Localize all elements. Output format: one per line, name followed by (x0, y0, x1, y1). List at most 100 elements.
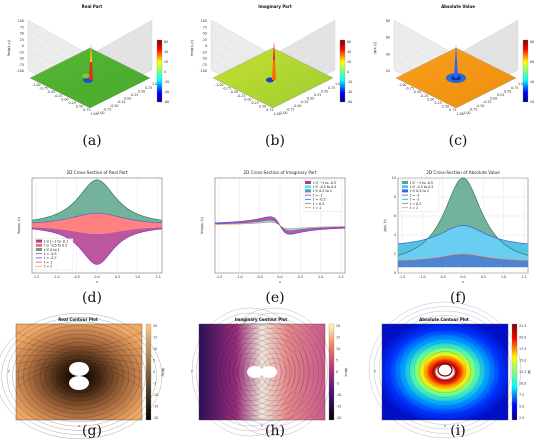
x-tick-label: -0.75 (39, 87, 48, 91)
legend-entry: t = -0.5 (313, 198, 326, 202)
contour-line (368, 301, 522, 439)
x-tick-label: -0.75 (222, 87, 231, 91)
z-tick-label: 50 (20, 32, 24, 36)
contour-panel: Real Contour Plot x y 20 15 10 5 0 -5 -10 -15 -20 Re… (0, 313, 165, 439)
chart-title: Real Part (82, 4, 103, 9)
surface-ridge (82, 73, 90, 79)
x-tick-label: -0.25 (54, 94, 63, 98)
x-tick-label: 1.5 (338, 275, 343, 279)
contour-panel: Absolute Contour Plot x y 22.5 20.0 17.5 15.0 1… (368, 301, 531, 439)
y-axis-label: y (8, 369, 10, 373)
x-tick-label: 0.50 (259, 105, 266, 109)
y-tick-label: -0.25 (300, 100, 309, 104)
series-line (214, 221, 346, 230)
series-line (31, 179, 163, 221)
x-tick-label: -1.00 (398, 83, 407, 87)
colorbar-tick-label: -60 (164, 100, 169, 104)
x-tick-label: 1.00 (273, 112, 280, 116)
colorbar-label: Re(ψ) (161, 368, 165, 377)
chart-title: 2D Cross-Section of Imaginary Part (243, 170, 317, 175)
x-tick-label: 0.50 (442, 105, 449, 109)
y-tick-label: 6 (394, 214, 396, 218)
y-tick-label: 4 (394, 233, 396, 237)
surface-spike-tip (273, 42, 275, 60)
panel-caption: (g) (82, 423, 102, 439)
contour-line (242, 337, 306, 407)
colorbar-tick-label: 5 (153, 359, 155, 363)
x-tick-label: -1.00 (215, 83, 224, 87)
x-tick-label: -0.50 (230, 90, 239, 94)
x-tick-label: 0.00 (61, 97, 68, 101)
z-tick-label: -100 (17, 69, 24, 73)
singularity-mask (69, 362, 89, 376)
contour-line (423, 351, 467, 389)
x-tick-label: -0.25 (420, 94, 429, 98)
legend-entry: t = -0.5 (44, 252, 57, 256)
colorbar-tick-label: 40 (530, 80, 534, 84)
y-tick-label: -0.25 (117, 100, 126, 104)
surface-spike-tip (90, 44, 92, 62)
contour-line (218, 337, 282, 407)
y-tick-label: 8 (394, 195, 396, 199)
legend-entry: t = 1 (313, 206, 321, 210)
legend-entry: t ∈ −1 to -0.5 (313, 181, 336, 185)
contour-line (403, 333, 487, 407)
y-tick-label: 0.75 (145, 86, 152, 90)
singularity-mask (69, 376, 89, 390)
contour-line (1, 317, 157, 435)
fill-band (32, 213, 162, 235)
x-tick-label: -1.0 (236, 275, 242, 279)
contour-line (224, 317, 324, 427)
y-tick-label: 0.25 (497, 93, 504, 97)
colorbar-tick-label: 0 (164, 70, 166, 74)
contour-line (209, 327, 291, 417)
colorbar-tick-label: -40 (164, 90, 169, 94)
legend-swatch (402, 181, 408, 184)
z-axis-label: Re(ψ(x,y)) (7, 40, 11, 56)
contour-line (378, 310, 512, 430)
legend-swatch (305, 189, 311, 193)
x-axis-label: x (279, 280, 281, 284)
z-tick-label: 40 (386, 52, 390, 56)
z-tick-label: 0 (22, 44, 24, 48)
legend-entry: t = 0.5 (313, 202, 324, 206)
contour-line (220, 312, 328, 432)
contour-line (200, 317, 300, 427)
colorbar-tick-label: 20 (530, 100, 534, 104)
colorbar (511, 323, 518, 421)
colorbar-tick-label: 0 (336, 370, 338, 374)
panel-caption: (a) (82, 133, 101, 149)
colorbar (145, 323, 152, 421)
y-axis-label: y (191, 369, 193, 373)
x-tick-label: -0.50 (413, 90, 422, 94)
contour-line (15, 357, 143, 365)
legend-swatch (402, 185, 408, 189)
contour-line (0, 313, 163, 439)
contour-line (45, 350, 113, 402)
x-tick-label: 0.0 (94, 275, 99, 279)
z-tick-label: 60 (386, 36, 390, 40)
legend-swatch (305, 185, 311, 189)
contour-line (229, 322, 319, 422)
colorbar-tick-label: 60 (164, 40, 168, 44)
series-line (397, 225, 529, 245)
y-tick-label: 0.00 (124, 97, 131, 101)
x-tick-label: -1.0 (53, 275, 59, 279)
colorbar-tick-label: 80 (530, 40, 534, 44)
chart-title: Imaginary Contour Plot (235, 317, 288, 322)
chart-title: Absolute Contour Plot (419, 317, 469, 322)
chart-title: Real Contour Plot (58, 317, 98, 322)
colorbar-tick-label: -20 (164, 80, 169, 84)
z-tick-label: 25 (203, 38, 207, 42)
contour-line (15, 347, 143, 353)
z-tick-label: -50 (202, 57, 207, 61)
x-tick-label: -1.5 (399, 275, 405, 279)
legend-swatch (402, 189, 408, 193)
legend-swatch (36, 248, 42, 251)
z-tick-label: 25 (20, 38, 24, 42)
legend-entry: t ∈ 0.5 to 2 (410, 189, 429, 193)
x-tick-label: 1.0 (501, 275, 506, 279)
y-axis-label: y (374, 369, 376, 373)
y-tick-label: 0.50 (504, 89, 511, 93)
x-tick-label: -0.5 (439, 275, 445, 279)
